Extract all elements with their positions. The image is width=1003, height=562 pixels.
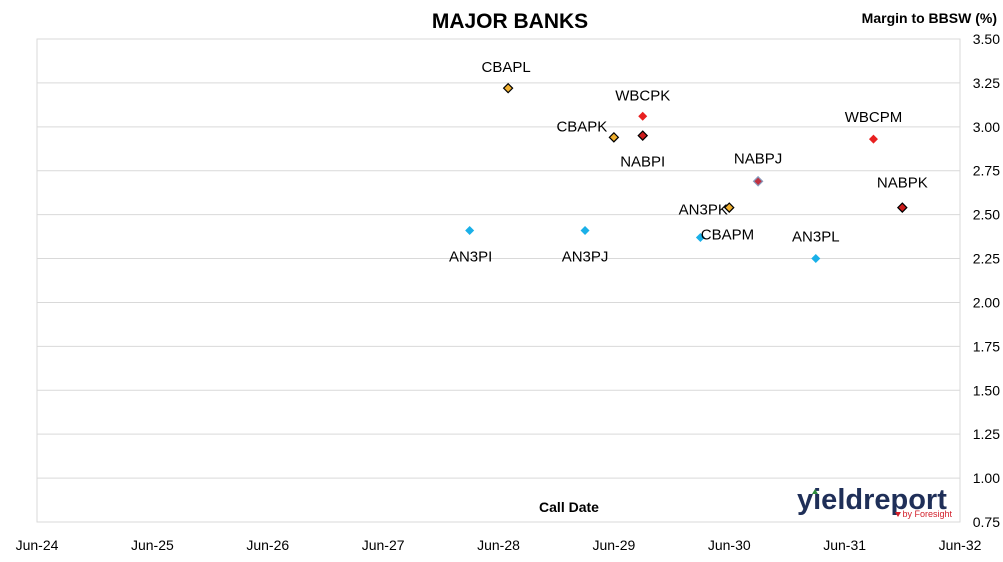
y-tick-label: 1.25 (973, 426, 1000, 442)
y-tick-label: 1.00 (973, 470, 1000, 486)
grid-lines (37, 82, 960, 479)
y-tick-label: 2.00 (973, 294, 1000, 310)
data-label-cbapk: CBAPK (556, 118, 607, 135)
svg-text:yieldreport: yieldreport (797, 484, 947, 516)
data-label-nabpi: NABPI (620, 154, 665, 171)
y-tick-labels: 0.75 1.00 1.25 1.50 1.75 2.00 2.25 2.50 2.75 3.00… (973, 31, 1000, 530)
data-label-an3pk: AN3PK (679, 202, 728, 219)
x-tick-label: Jun-32 (939, 537, 982, 553)
x-tick-label: Jun-30 (708, 537, 751, 553)
data-point-an3pi (465, 225, 475, 235)
logo-up-arrow-icon (812, 489, 818, 494)
data-point-an3pk (723, 202, 735, 213)
x-tick-label: Jun-29 (592, 537, 635, 553)
data-point-cbapm (695, 232, 705, 242)
logo-down-arrow-icon (895, 512, 901, 517)
data-point-wbcpk (638, 111, 648, 121)
data-label-cbapl: CBAPL (482, 59, 531, 76)
data-label-nabpj: NABPJ (734, 150, 782, 167)
data-point-nabpj (752, 175, 764, 187)
data-label-cbapm: CBAPM (701, 226, 754, 243)
data-point-an3pl (811, 254, 821, 264)
x-tick-label: Jun-31 (823, 537, 866, 553)
x-tick-labels: Jun-24 Jun-25 Jun-26 Jun-27 Jun-28 Jun-29 Jun-… (16, 537, 982, 553)
data-label-an3pj: AN3PJ (562, 248, 609, 265)
y-tick-label: 3.00 (973, 119, 1000, 135)
data-point-nabpk (896, 202, 908, 213)
x-tick-label: Jun-24 (16, 537, 59, 553)
data-point-an3pj (580, 225, 590, 235)
logo-text: yieldreport (797, 484, 947, 516)
data-point-cbapk (608, 132, 620, 143)
y-tick-label: 2.75 (973, 163, 1000, 179)
x-tick-label: Jun-25 (131, 537, 174, 553)
y-tick-label: 0.75 (973, 514, 1000, 530)
logo-subtext: by Foresight (902, 509, 952, 519)
y-axis-label: Margin to BBSW (%) (862, 10, 997, 26)
x-tick-label: Jun-26 (246, 537, 289, 553)
data-label-an3pl: AN3PL (792, 229, 840, 246)
y-tick-label: 3.50 (973, 31, 1000, 47)
x-tick-label: Jun-27 (362, 537, 405, 553)
y-tick-label: 2.25 (973, 251, 1000, 267)
x-axis-label: Call Date (539, 499, 599, 515)
y-tick-label: 1.75 (973, 338, 1000, 354)
y-tick-label: 2.50 (973, 207, 1000, 223)
chart-title: MAJOR BANKS (432, 10, 588, 33)
data-point-wbcpm (868, 134, 878, 144)
data-point-labels: CBAPL WBCPK CBAPK NABPI WBCPM NABPJ NABPK AN3PK… (449, 59, 928, 265)
data-point-cbapl (502, 82, 514, 94)
data-label-an3pi: AN3PI (449, 248, 492, 265)
data-points (465, 82, 908, 264)
y-tick-label: 1.50 (973, 382, 1000, 398)
data-label-nabpk: NABPK (877, 175, 928, 192)
x-tick-label: Jun-28 (477, 537, 520, 553)
yieldreport-logo: yieldreport by Foresight (797, 484, 952, 519)
y-tick-label: 3.25 (973, 75, 1000, 91)
data-label-wbcpm: WBCPM (845, 109, 903, 126)
plot-frame (36, 38, 961, 523)
data-label-wbcpk: WBCPK (615, 87, 670, 104)
data-point-nabpi (637, 130, 649, 141)
